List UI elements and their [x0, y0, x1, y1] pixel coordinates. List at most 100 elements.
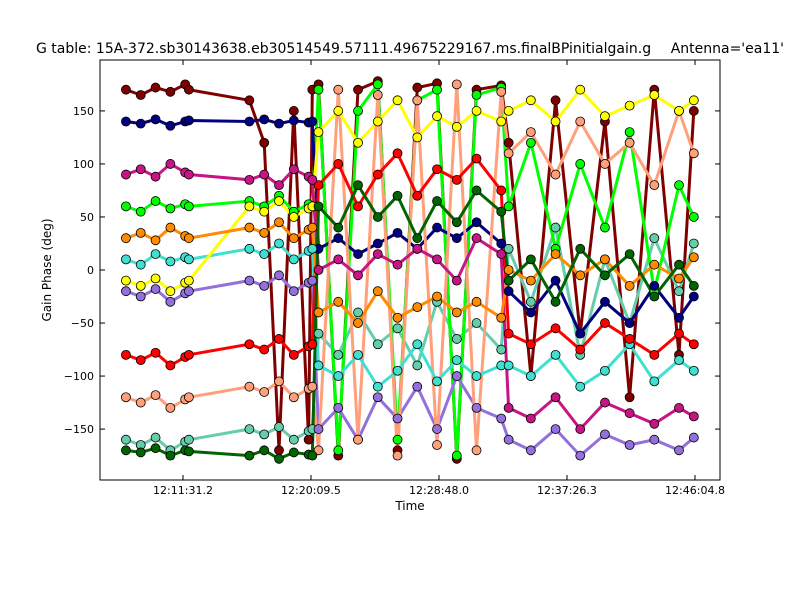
data-point-spw5 [624, 137, 635, 148]
data-point-spw10 [451, 307, 462, 318]
data-point-spw0 [550, 95, 561, 106]
data-point-spw6 [313, 360, 324, 371]
data-point-spw2 [624, 127, 635, 138]
data-point-spw10 [150, 235, 161, 246]
data-point-spw9 [412, 243, 423, 254]
data-point-spw0 [244, 95, 255, 106]
data-point-spw5 [688, 148, 699, 159]
data-point-spw5 [353, 434, 363, 445]
data-point-spw11 [550, 296, 561, 307]
data-point-spw10 [274, 217, 284, 228]
data-point-spw4 [165, 120, 176, 131]
data-point-spw9 [244, 174, 255, 185]
data-point-spw3 [649, 434, 660, 445]
data-point-spw9 [333, 254, 344, 265]
data-point-spw1 [525, 296, 536, 307]
data-point-spw2 [392, 434, 403, 445]
data-point-spw9 [259, 169, 270, 180]
data-point-spw11 [392, 190, 403, 201]
data-point-spw6 [550, 349, 561, 360]
data-point-spw7 [412, 190, 423, 201]
data-point-spw8 [432, 111, 442, 122]
data-point-spw7 [353, 201, 363, 212]
data-point-spw2 [503, 201, 514, 212]
data-point-spw7 [307, 339, 318, 350]
data-point-spw10 [121, 233, 131, 244]
data-point-spw1 [333, 349, 344, 360]
plot-marks [121, 76, 699, 464]
data-point-spw1 [353, 307, 363, 318]
data-point-spw3 [674, 445, 684, 456]
data-point-spw4 [259, 114, 270, 125]
data-point-spw3 [244, 275, 255, 286]
data-point-spw4 [600, 296, 610, 307]
data-point-spw1 [183, 434, 194, 445]
data-point-spw0 [288, 106, 299, 116]
y-tick-label: −150 [64, 423, 94, 436]
data-point-spw3 [624, 440, 635, 450]
data-point-spw11 [313, 201, 324, 212]
data-point-spw8 [525, 95, 536, 106]
data-point-spw7 [259, 344, 270, 355]
data-point-spw7 [121, 349, 131, 360]
data-point-spw1 [649, 233, 660, 244]
data-point-spw10 [183, 233, 194, 244]
data-point-spw5 [575, 116, 586, 127]
data-point-spw3 [372, 392, 383, 403]
data-point-spw5 [600, 159, 610, 169]
data-point-spw7 [313, 180, 324, 191]
data-point-spw3 [575, 450, 586, 461]
data-point-spw6 [165, 256, 176, 267]
chart-title-antenna: Antenna='ea11' [671, 41, 784, 57]
data-point-spw3 [471, 402, 482, 413]
chart-title: G table: 15A-372.sb30143638.eb30514549.5… [36, 41, 651, 57]
data-point-spw8 [150, 273, 161, 284]
data-point-spw5 [432, 440, 442, 450]
data-point-spw10 [288, 233, 299, 244]
data-point-spw4 [372, 238, 383, 249]
data-point-spw6 [150, 249, 161, 259]
data-point-spw1 [688, 238, 699, 249]
data-point-spw1 [412, 360, 423, 371]
data-point-spw4 [353, 249, 363, 259]
data-point-spw7 [372, 169, 383, 180]
data-point-spw4 [688, 291, 699, 302]
data-point-spw4 [432, 222, 442, 233]
data-point-spw10 [525, 275, 536, 286]
data-point-spw5 [525, 127, 536, 138]
data-point-spw4 [244, 116, 255, 127]
data-point-spw8 [496, 116, 507, 127]
data-point-spw5 [183, 392, 194, 403]
data-point-spw5 [412, 95, 423, 106]
data-point-spw1 [288, 434, 299, 445]
data-point-spw6 [288, 254, 299, 265]
data-point-spw8 [333, 106, 344, 116]
data-point-spw8 [649, 90, 660, 100]
data-point-spw8 [471, 106, 482, 116]
data-point-spw5 [259, 387, 270, 397]
data-point-spw3 [313, 424, 324, 434]
data-point-spw10 [333, 296, 344, 307]
data-point-spw7 [674, 328, 684, 339]
data-point-spw1 [313, 328, 324, 339]
data-point-spw11 [333, 222, 344, 233]
data-point-spw7 [244, 339, 255, 350]
data-point-spw9 [575, 424, 586, 434]
data-point-spw10 [503, 265, 514, 275]
data-point-spw9 [307, 174, 318, 185]
data-point-spw5 [392, 450, 403, 461]
data-point-spw10 [353, 318, 363, 328]
data-point-spw9 [274, 180, 284, 191]
data-point-spw0 [688, 106, 699, 116]
data-point-spw9 [496, 249, 507, 259]
data-point-spw2 [451, 450, 462, 461]
data-point-spw5 [135, 397, 146, 408]
data-point-spw8 [550, 116, 561, 127]
data-point-spw8 [259, 206, 270, 217]
data-point-spw8 [372, 116, 383, 127]
data-point-spw4 [674, 312, 684, 323]
data-point-spw0 [165, 86, 176, 97]
data-point-spw10 [165, 222, 176, 233]
data-point-spw11 [600, 270, 610, 281]
